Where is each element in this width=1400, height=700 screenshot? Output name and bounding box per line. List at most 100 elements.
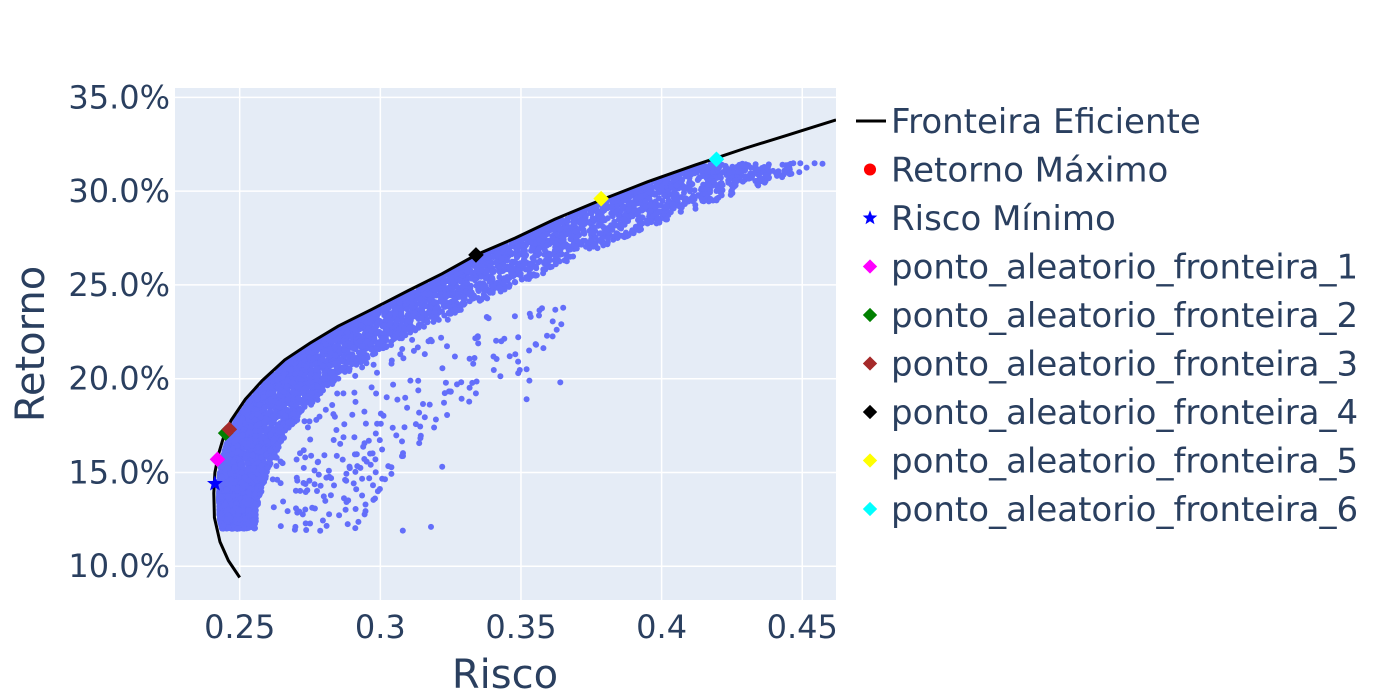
portfolio-point: [557, 245, 564, 251]
portfolio-point: [573, 243, 580, 250]
portfolio-point: [360, 349, 367, 356]
portfolio-point: [512, 279, 519, 286]
portfolio-point: [535, 259, 542, 266]
portfolio-point: [261, 404, 268, 411]
portfolio-point: [506, 281, 513, 288]
portfolio-point: [253, 422, 260, 429]
portfolio-point: [604, 235, 611, 242]
portfolio-point: [590, 216, 597, 223]
portfolio-point: [258, 484, 265, 491]
portfolio-point: [752, 161, 759, 168]
portfolio-point: [403, 306, 410, 313]
portfolio-point: [280, 388, 287, 395]
portfolio-point: [241, 440, 248, 447]
portfolio-point: [250, 511, 257, 518]
portfolio-point: [557, 225, 564, 232]
portfolio-point: [529, 245, 536, 252]
portfolio-point: [598, 222, 604, 229]
portfolio-point: [249, 474, 256, 481]
portfolio-point: [335, 335, 342, 342]
portfolio-point: [647, 208, 654, 215]
portfolio-point: [680, 185, 687, 192]
portfolio-point: [255, 470, 261, 477]
portfolio-point: [252, 427, 259, 434]
portfolio-point: [282, 412, 289, 419]
portfolio-point: [476, 282, 483, 289]
portfolio-point: [327, 337, 333, 344]
portfolio-point: [301, 401, 308, 408]
portfolio-point: [404, 311, 411, 318]
portfolio-point: [490, 253, 497, 260]
portfolio-point: [520, 249, 527, 256]
portfolio-point: [665, 197, 672, 204]
portfolio-point: [506, 265, 513, 272]
portfolio-point: [426, 308, 432, 315]
portfolio-point: [543, 242, 550, 249]
portfolio-point: [712, 181, 719, 188]
portfolio-point: [496, 263, 503, 270]
portfolio-point: [541, 247, 548, 254]
portfolio-point: [514, 244, 521, 251]
portfolio-point: [499, 255, 505, 262]
portfolio-point: [311, 343, 318, 350]
portfolio-point: [277, 437, 284, 444]
portfolio-point: [553, 254, 560, 261]
portfolio-point: [552, 246, 559, 252]
portfolio-point: [619, 192, 626, 199]
portfolio-point: [552, 240, 559, 247]
portfolio-point: [755, 182, 762, 189]
portfolio-point: [597, 230, 604, 237]
portfolio-cloud: [216, 160, 826, 534]
portfolio-point: [637, 193, 644, 200]
portfolio-point: [677, 208, 684, 215]
portfolio-point: [563, 255, 570, 262]
portfolio-point: [252, 491, 258, 498]
portfolio-point: [564, 218, 571, 225]
portfolio-point: [267, 447, 274, 454]
portfolio-point: [765, 163, 772, 170]
portfolio-point: [755, 177, 762, 184]
portfolio-point: [319, 356, 326, 363]
portfolio-point: [489, 268, 496, 275]
portfolio-point: [689, 198, 696, 205]
portfolio-point: [811, 160, 818, 167]
portfolio-point: [673, 182, 680, 189]
portfolio-point: [786, 171, 793, 178]
portfolio-point: [409, 313, 416, 319]
portfolio-point: [589, 229, 596, 236]
portfolio-point: [586, 245, 593, 252]
portfolio-point: [676, 203, 683, 210]
portfolio-point: [738, 168, 745, 175]
portfolio-point: [628, 212, 635, 219]
portfolio-point: [394, 317, 401, 324]
portfolio-point: [270, 435, 277, 442]
portfolio-point: [544, 231, 551, 238]
portfolio-point: [459, 300, 466, 307]
portfolio-point: [496, 284, 503, 291]
portfolio-point: [351, 326, 358, 333]
portfolio-point: [631, 202, 638, 208]
portfolio-point: [797, 160, 804, 167]
portfolio-point: [495, 250, 501, 256]
portfolio-point: [575, 238, 582, 245]
portfolio-point: [726, 169, 733, 176]
portfolio-point: [695, 175, 702, 182]
portfolio-point: [368, 346, 375, 353]
portfolio-point: [427, 291, 434, 298]
portfolio-point: [729, 190, 736, 197]
portfolio-point: [717, 173, 724, 180]
portfolio-point: [682, 195, 689, 202]
portfolio-point: [748, 164, 754, 171]
portfolio-point: [282, 427, 289, 434]
portfolio-point: [263, 451, 270, 458]
portfolio-point: [341, 346, 348, 353]
portfolio-point: [382, 342, 388, 349]
portfolio-point: [656, 195, 662, 202]
portfolio-point: [541, 259, 548, 266]
portfolio-point: [224, 506, 231, 513]
portfolio-point: [541, 251, 548, 258]
portfolio-point: [308, 362, 315, 369]
portfolio-point: [472, 277, 478, 284]
portfolio-point: [307, 375, 313, 382]
